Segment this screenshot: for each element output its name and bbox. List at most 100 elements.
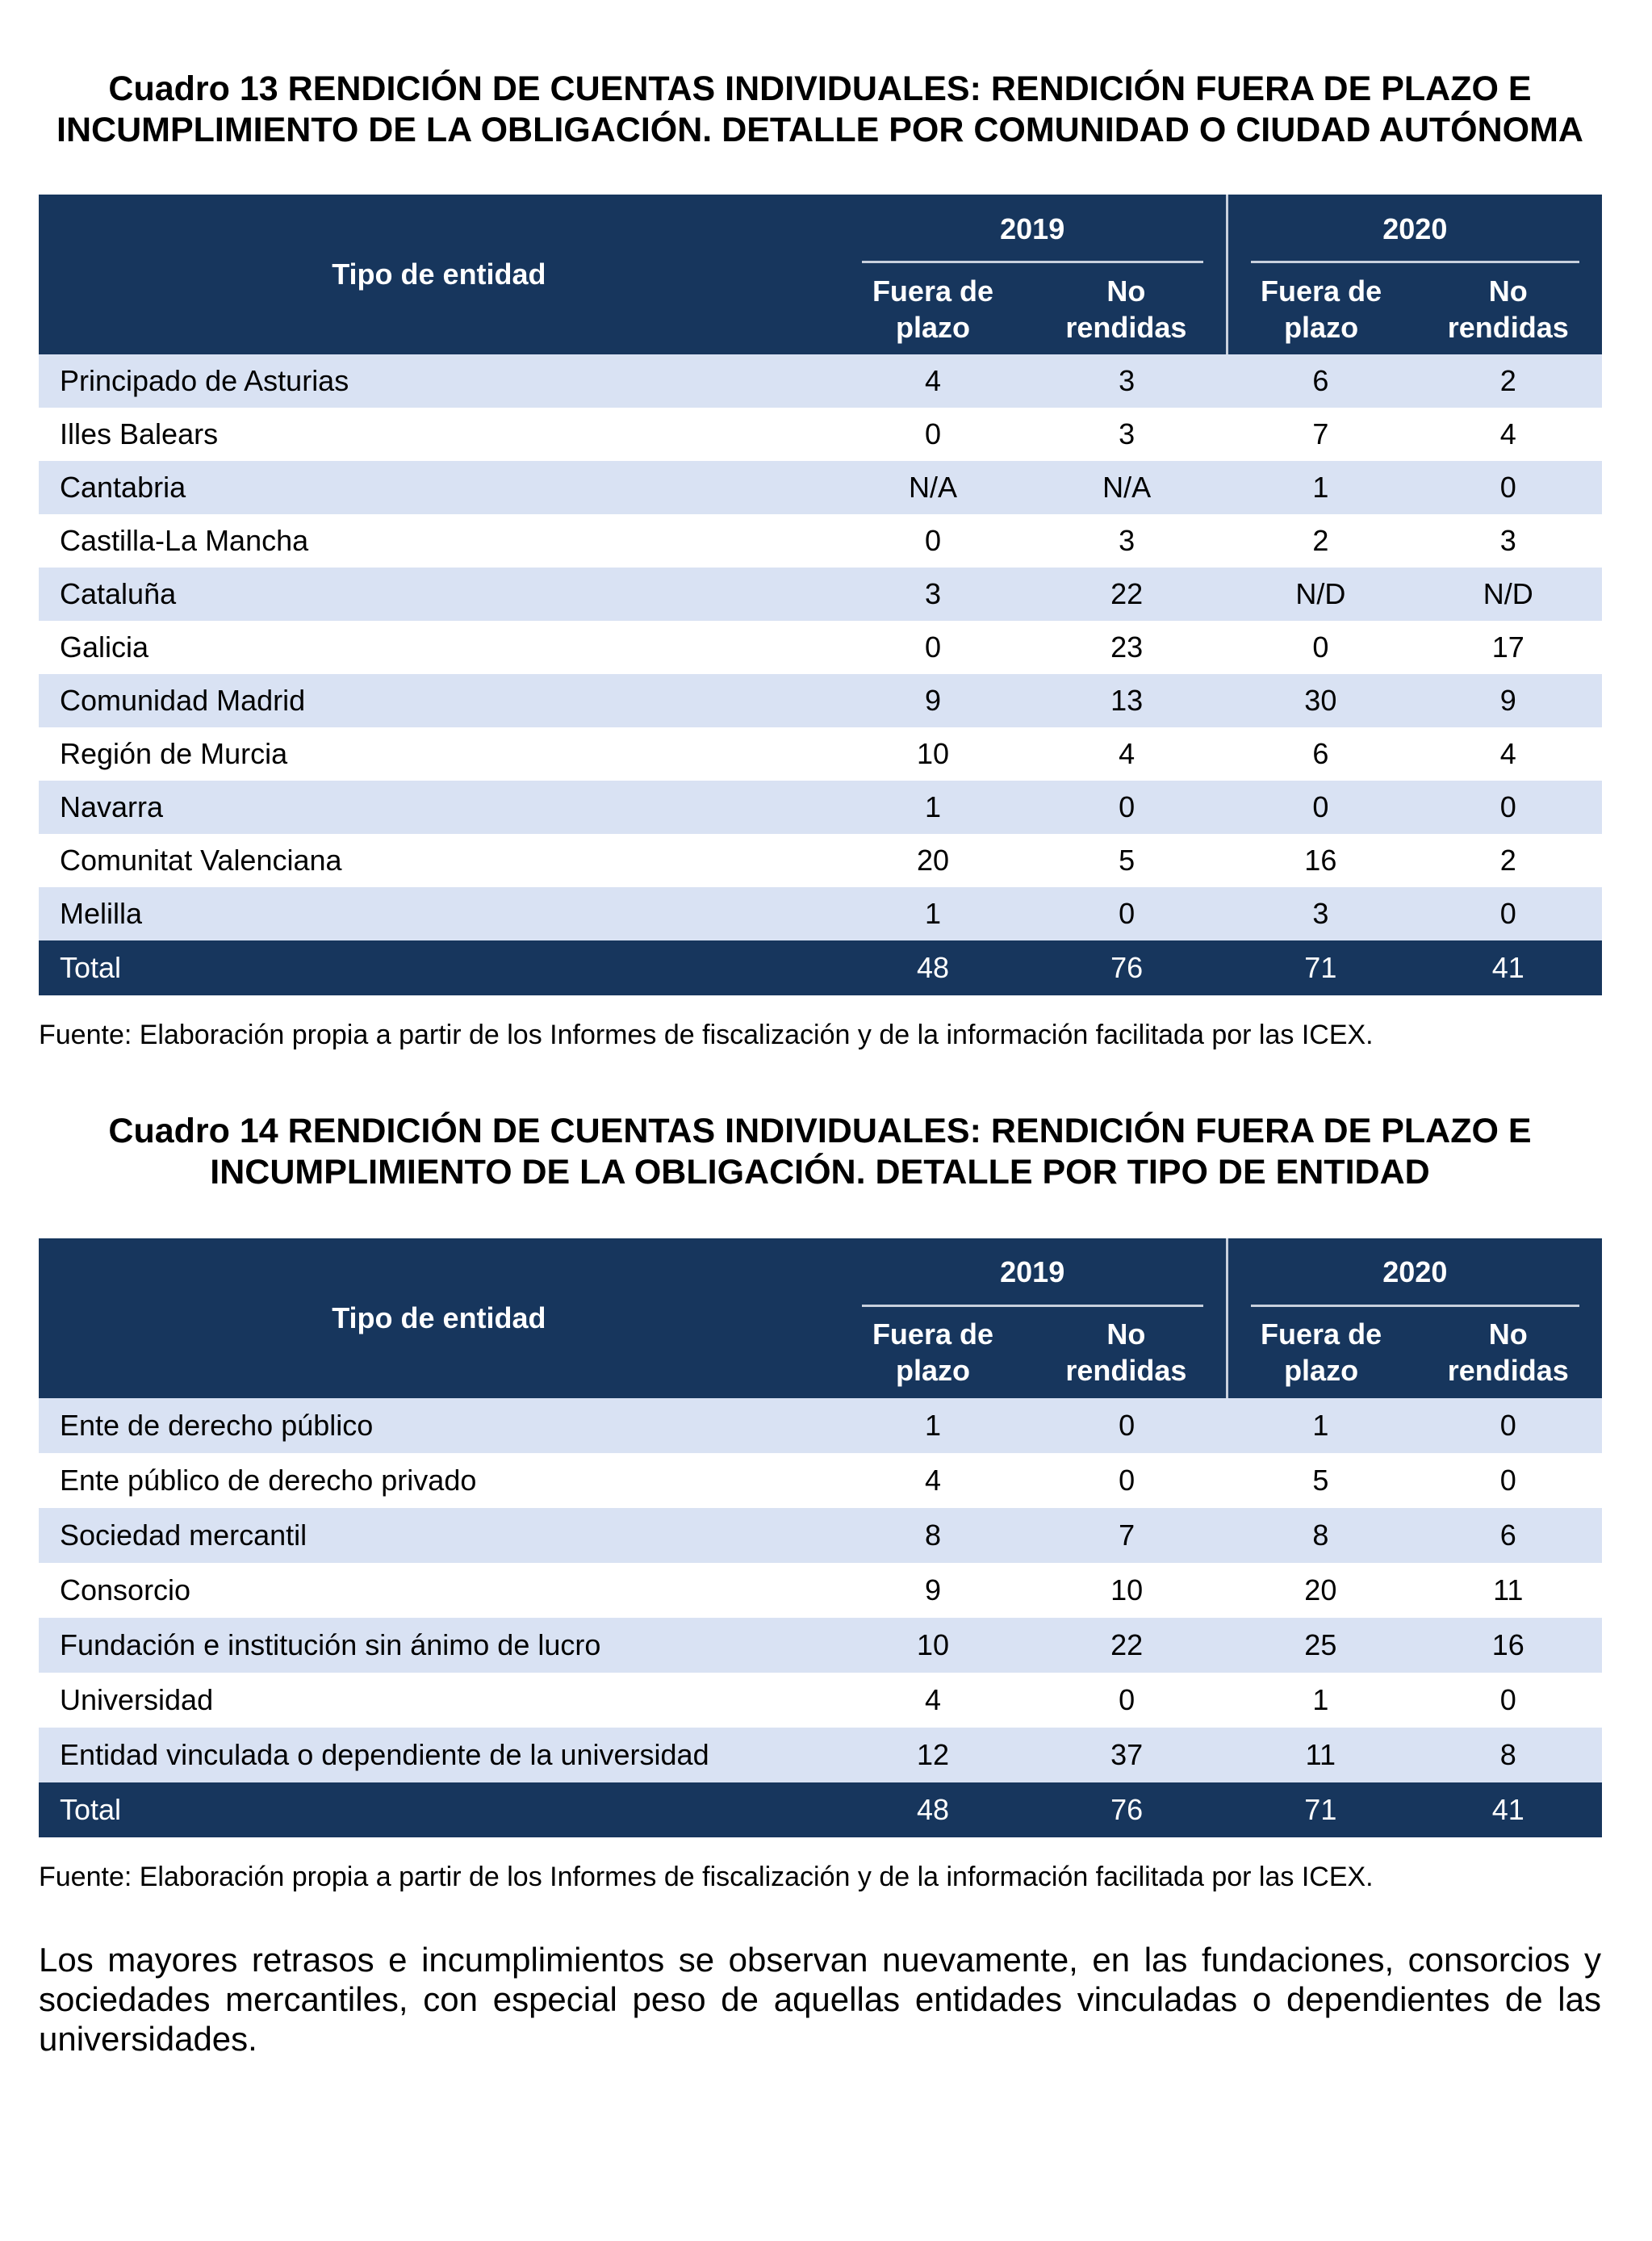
total-label: Total — [39, 1782, 839, 1837]
cell-value: 11 — [1493, 1573, 1524, 1606]
year-2020-label: 2020 — [1382, 1255, 1448, 1289]
cell-value: 12 — [839, 1727, 1027, 1782]
cell-value: 1 — [839, 781, 1027, 835]
column-group-2020: 2020 — [1225, 1238, 1602, 1307]
row-label: Castilla-La Mancha — [60, 524, 309, 558]
cell-value: 8 — [1227, 1507, 1415, 1563]
cell-value: 9 — [924, 1573, 941, 1606]
cell-value: 3 — [1119, 524, 1135, 558]
total-value: 41 — [1414, 1782, 1602, 1837]
year-2019-label: 2019 — [1000, 1255, 1065, 1289]
cell-value: 13 — [1027, 674, 1227, 728]
cell-value: 4 — [1119, 737, 1135, 771]
cuadro-13-title: Cuadro 13 RENDICIÓN DE CUENTAS INDIVIDUA… — [56, 69, 1583, 149]
table-row: Cataluña 3 22 N/D N/D — [39, 568, 1602, 622]
cell-value: N/D — [1414, 568, 1602, 622]
cell-value: 7 — [1027, 1507, 1227, 1563]
row-label: Consorcio — [60, 1573, 191, 1606]
table-row: Fundación e institución sin ánimo de luc… — [39, 1617, 1602, 1673]
column-header-fuera-de-plazo-2020: Fuera de plazo — [1225, 263, 1415, 355]
table-row: Entidad vinculada o dependiente de la un… — [39, 1727, 1602, 1782]
cell-value: 0 — [1499, 1682, 1516, 1716]
cell-value: 1 — [839, 1397, 1027, 1453]
cell-value: 16 — [1304, 844, 1337, 878]
total-value: 48 — [839, 940, 1027, 996]
cell-value: N/D — [1227, 568, 1415, 622]
row-label: Comunidad Madrid — [39, 674, 839, 728]
table-row: Castilla-La Mancha 0 3 2 3 — [39, 514, 1602, 568]
column-group-2019: 2019 — [839, 195, 1227, 264]
cell-value: 0 — [1414, 461, 1602, 515]
row-label: Melilla — [39, 887, 839, 941]
column-header-no-rendidas-2020: No rendidas — [1414, 263, 1602, 355]
cell-value: 11 — [1227, 1727, 1415, 1782]
year-underline — [861, 1304, 1203, 1307]
row-label: Sociedad mercantil — [39, 1507, 839, 1563]
column-header-fuera-de-plazo-2019: Fuera de plazo — [839, 1306, 1027, 1398]
document-content: Cuadro 13 RENDICIÓN DE CUENTAS INDIVIDUA… — [39, 69, 1602, 2059]
cell-value: 2 — [1499, 844, 1516, 878]
row-label: Ente público de derecho privado — [60, 1463, 477, 1497]
cell-value: 2 — [1312, 524, 1329, 558]
total-value: 48 — [839, 1782, 1027, 1837]
row-label: Cataluña — [39, 568, 839, 622]
cell-value: 22 — [1027, 1617, 1227, 1673]
cell-value: 6 — [1312, 737, 1329, 771]
cell-value: 0 — [1414, 887, 1602, 941]
table-cuadro-13: Tipo de entidad 2019 2020 Fuera de plazo… — [39, 195, 1602, 996]
cell-value: 9 — [1414, 674, 1602, 728]
cell-value: 20 — [1304, 1573, 1337, 1606]
table-row: Región de Murcia 10 4 6 4 — [39, 727, 1602, 781]
column-header-no-rendidas-2019: No rendidas — [1027, 263, 1227, 355]
cell-value: 22 — [1027, 568, 1227, 622]
cell-value: 3 — [1027, 354, 1227, 408]
row-label: Galicia — [60, 630, 149, 664]
cell-value: 0 — [1119, 1463, 1135, 1497]
table-row: Comunitat Valenciana 20 5 16 2 — [39, 834, 1602, 887]
cell-value: 0 — [1414, 1397, 1602, 1453]
cell-value: 8 — [1414, 1727, 1602, 1782]
cell-value: 0 — [1027, 1397, 1227, 1453]
total-label: Total — [39, 940, 839, 996]
cuadro-14-title: Cuadro 14 RENDICIÓN DE CUENTAS INDIVIDUA… — [108, 1112, 1532, 1192]
row-label: Universidad — [60, 1682, 214, 1716]
year-2019-label: 2019 — [1000, 212, 1065, 245]
cell-value: 3 — [1227, 887, 1415, 941]
cell-value: 3 — [1499, 524, 1516, 558]
table-row: Cantabria N/A N/A 1 0 — [39, 461, 1602, 515]
cell-value: 9 — [839, 674, 1027, 728]
cell-value: 5 — [1312, 1463, 1329, 1497]
cell-value: 0 — [1499, 1463, 1516, 1497]
cell-value: 0 — [1312, 630, 1329, 664]
table-row: Ente público de derecho privado 4 0 5 0 — [39, 1453, 1602, 1508]
table-row: Comunidad Madrid 9 13 30 9 — [39, 674, 1602, 728]
cell-value: 2 — [1414, 354, 1602, 408]
cell-value: 3 — [1119, 417, 1135, 451]
cell-value: 0 — [924, 524, 941, 558]
column-header-entity: Tipo de entidad — [39, 1238, 839, 1398]
cell-value: 1 — [839, 887, 1027, 941]
row-label: Ente de derecho público — [39, 1397, 839, 1453]
cell-value: 4 — [924, 1463, 941, 1497]
cell-value: 0 — [1027, 887, 1227, 941]
column-header-entity: Tipo de entidad — [39, 195, 839, 355]
year-underline — [1250, 261, 1579, 264]
row-label: Principado de Asturias — [39, 354, 839, 408]
cell-value: 0 — [1119, 1682, 1135, 1716]
cell-value: 6 — [1414, 1507, 1602, 1563]
cell-value: N/A — [1027, 461, 1227, 515]
column-group-2019: 2019 — [839, 1238, 1227, 1307]
year-2020-label: 2020 — [1382, 212, 1448, 245]
row-label: Navarra — [39, 781, 839, 835]
cell-value: 4 — [1499, 737, 1516, 771]
column-group-2020: 2020 — [1225, 195, 1602, 264]
cell-value: 17 — [1491, 630, 1524, 664]
table-row: Consorcio 9 10 20 11 — [39, 1563, 1602, 1618]
cell-value: 0 — [1227, 781, 1415, 835]
total-value: 76 — [1027, 1782, 1227, 1837]
table-cuadro-14: Tipo de entidad 2019 2020 Fuera de plazo… — [39, 1238, 1602, 1837]
column-header-fuera-de-plazo-2020: Fuera de plazo — [1225, 1306, 1415, 1398]
column-header-fuera-de-plazo-2019: Fuera de plazo — [839, 263, 1027, 355]
table-row: Principado de Asturias 4 3 6 2 — [39, 354, 1602, 408]
closing-paragraph: Los mayores retrasos e incumplimientos s… — [39, 1940, 1601, 2059]
